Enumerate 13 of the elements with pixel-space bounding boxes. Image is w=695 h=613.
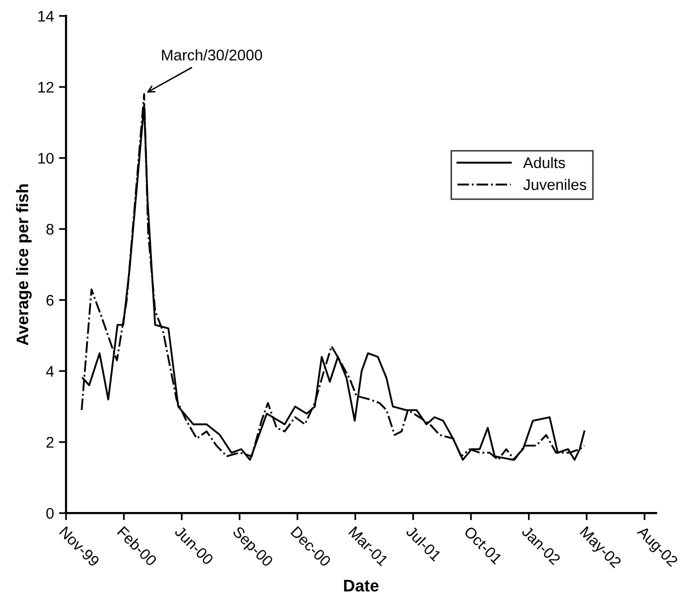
x-axis-title: Date <box>344 580 379 592</box>
y-tick-label: 12 <box>38 82 54 92</box>
y-tick-label: 10 <box>38 152 54 164</box>
y-tick-label: 0 <box>46 508 54 519</box>
y-tick-label: 2 <box>46 436 54 448</box>
y-tick-label: 14 <box>38 10 54 22</box>
annotation: March/30/2000 <box>162 49 262 60</box>
legend-label: Adults <box>523 156 566 168</box>
y-axis-title: Average lice per fish <box>16 184 32 346</box>
y-tick-label: 4 <box>46 366 54 377</box>
y-tick-label: 6 <box>46 294 54 306</box>
legend-label: Juveniles <box>523 178 586 190</box>
y-tick-label: 8 <box>46 224 54 235</box>
